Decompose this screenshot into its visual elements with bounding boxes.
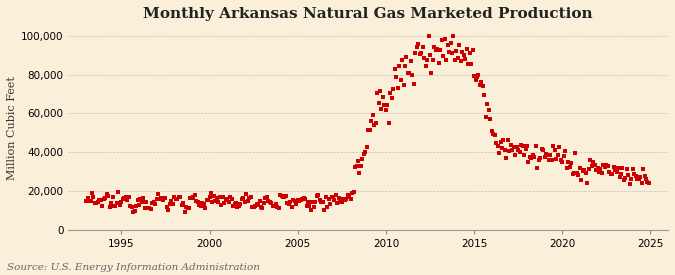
Text: Source: U.S. Energy Information Administration: Source: U.S. Energy Information Administ… <box>7 263 260 272</box>
Y-axis label: Million Cubic Feet: Million Cubic Feet <box>7 76 17 180</box>
Title: Monthly Arkansas Natural Gas Marketed Production: Monthly Arkansas Natural Gas Marketed Pr… <box>144 7 593 21</box>
